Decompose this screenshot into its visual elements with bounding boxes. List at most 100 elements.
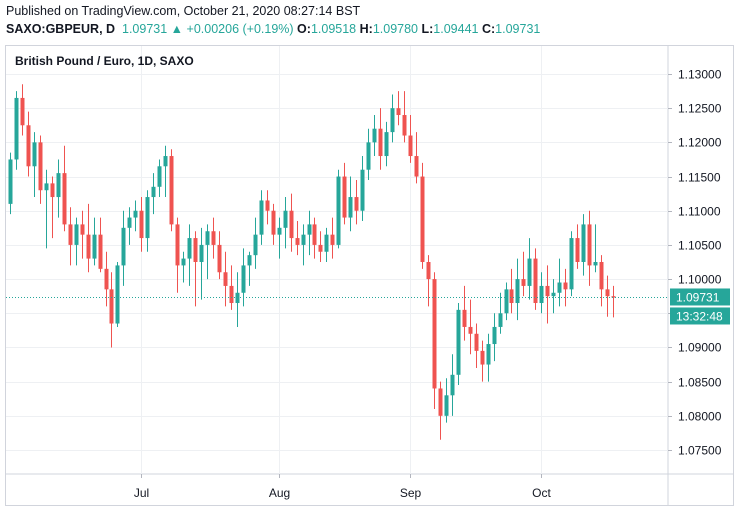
- candle-body[interactable]: [92, 234, 97, 259]
- candle-body[interactable]: [20, 97, 25, 126]
- candle-body[interactable]: [515, 279, 520, 304]
- candle-body[interactable]: [175, 224, 180, 266]
- candle-body[interactable]: [283, 210, 288, 228]
- candle-body[interactable]: [432, 279, 437, 389]
- candle-body[interactable]: [396, 108, 401, 116]
- candle-body[interactable]: [211, 231, 216, 245]
- candle-body[interactable]: [115, 265, 120, 324]
- candle-body[interactable]: [62, 173, 67, 225]
- candle-body[interactable]: [205, 231, 210, 245]
- candle-body[interactable]: [247, 255, 252, 266]
- candle-body[interactable]: [462, 309, 467, 327]
- candle-body[interactable]: [80, 224, 85, 235]
- candle-body[interactable]: [229, 285, 234, 304]
- candle-body[interactable]: [181, 258, 186, 266]
- candle-body[interactable]: [44, 183, 49, 191]
- candle-body[interactable]: [611, 296, 616, 298]
- candle-body[interactable]: [509, 289, 514, 304]
- candle-body[interactable]: [551, 292, 556, 297]
- candle-body[interactable]: [163, 156, 168, 167]
- candle-body[interactable]: [14, 97, 19, 160]
- candle-body[interactable]: [324, 234, 329, 252]
- candle-body[interactable]: [312, 224, 317, 245]
- candle-body[interactable]: [271, 210, 276, 235]
- candle-body[interactable]: [384, 132, 389, 157]
- candle-body[interactable]: [581, 224, 586, 262]
- candle-body[interactable]: [127, 217, 132, 228]
- candle-body[interactable]: [504, 289, 509, 314]
- candle-body[interactable]: [199, 244, 204, 262]
- candle-body[interactable]: [366, 142, 371, 170]
- candle-body[interactable]: [486, 344, 491, 365]
- candle-body[interactable]: [86, 234, 91, 259]
- candle-body[interactable]: [390, 108, 395, 133]
- candle-body[interactable]: [50, 183, 55, 198]
- candle-body[interactable]: [438, 388, 443, 416]
- candle-body[interactable]: [378, 128, 383, 157]
- candle-body[interactable]: [480, 350, 485, 365]
- candle-body[interactable]: [563, 282, 568, 290]
- candle-body[interactable]: [521, 279, 526, 286]
- candle-body[interactable]: [492, 326, 497, 345]
- candle-body[interactable]: [468, 326, 473, 334]
- candle-body[interactable]: [420, 176, 425, 262]
- candle-body[interactable]: [133, 210, 138, 218]
- candle-body[interactable]: [169, 156, 174, 225]
- candle-body[interactable]: [330, 234, 335, 245]
- candle-body[interactable]: [301, 234, 306, 245]
- candle-body[interactable]: [68, 224, 73, 245]
- candle-body[interactable]: [151, 186, 156, 198]
- candle-body[interactable]: [38, 142, 43, 191]
- candle-body[interactable]: [104, 268, 109, 290]
- candle-body[interactable]: [372, 128, 377, 143]
- candle-body[interactable]: [336, 176, 341, 245]
- candle-body[interactable]: [354, 197, 359, 211]
- candle-body[interactable]: [26, 125, 31, 167]
- candle-body[interactable]: [527, 258, 532, 286]
- candle-body[interactable]: [498, 313, 503, 327]
- candle-body[interactable]: [599, 262, 604, 290]
- candle-body[interactable]: [8, 159, 13, 204]
- candle-body[interactable]: [277, 227, 282, 235]
- candle-body[interactable]: [187, 238, 192, 259]
- candle-body[interactable]: [360, 169, 365, 211]
- candle-body[interactable]: [474, 333, 479, 351]
- candle-body[interactable]: [139, 210, 144, 239]
- candle-body[interactable]: [56, 173, 61, 198]
- candle-body[interactable]: [593, 262, 598, 266]
- candle-body[interactable]: [605, 289, 610, 297]
- candle-body[interactable]: [259, 200, 264, 235]
- candle-body[interactable]: [121, 227, 126, 266]
- candle-body[interactable]: [98, 234, 103, 269]
- candle-body[interactable]: [545, 285, 550, 297]
- candle-body[interactable]: [223, 272, 228, 286]
- candle-body[interactable]: [32, 142, 37, 167]
- candle-body[interactable]: [414, 156, 419, 177]
- candle-body[interactable]: [539, 285, 544, 304]
- candle-body[interactable]: [533, 258, 538, 304]
- candle-body[interactable]: [408, 135, 413, 157]
- candle-body[interactable]: [145, 197, 150, 239]
- candle-body[interactable]: [289, 210, 294, 239]
- candle-body[interactable]: [193, 238, 198, 262]
- candle-body[interactable]: [569, 238, 574, 290]
- candle-body[interactable]: [265, 200, 270, 211]
- candle-body[interactable]: [109, 289, 114, 324]
- candle-body[interactable]: [402, 115, 407, 136]
- candle-body[interactable]: [253, 234, 258, 256]
- candle-body[interactable]: [318, 244, 323, 252]
- candle-body[interactable]: [157, 166, 162, 187]
- candle-body[interactable]: [456, 309, 461, 375]
- candle-body[interactable]: [295, 238, 300, 245]
- candle-body[interactable]: [74, 224, 79, 245]
- candle-body[interactable]: [444, 395, 449, 416]
- candle-body[interactable]: [348, 197, 353, 218]
- candle-body[interactable]: [217, 244, 222, 273]
- candle-body[interactable]: [342, 176, 347, 218]
- candle-body[interactable]: [426, 262, 431, 280]
- candle-body[interactable]: [575, 238, 580, 262]
- candle-body[interactable]: [587, 224, 592, 266]
- candle-body[interactable]: [307, 224, 312, 235]
- candle-body[interactable]: [241, 265, 246, 293]
